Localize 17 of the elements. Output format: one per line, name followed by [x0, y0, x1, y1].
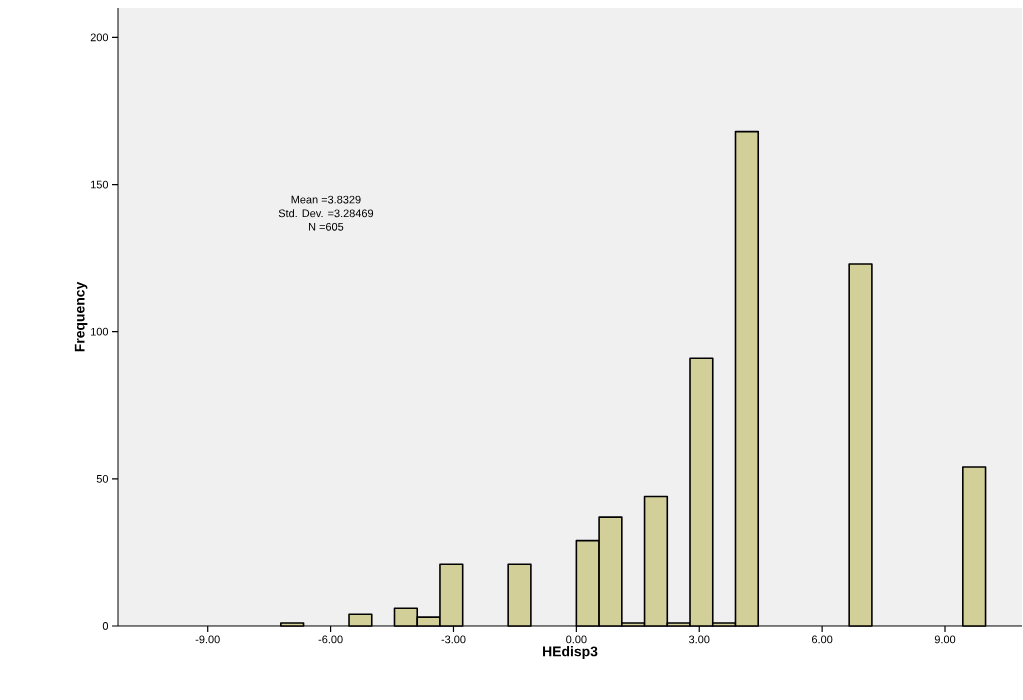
y-tick-label: 50 — [96, 474, 109, 483]
x-tick-label: -6.00 — [318, 635, 343, 644]
x-tick-label: 3.00 — [689, 635, 710, 644]
annotation: Mean =3.8329 — [291, 195, 361, 204]
x-tick-label: 0.00 — [566, 635, 587, 644]
y-tick-label: 200 — [90, 33, 109, 42]
annotation: Std. Dev. =3.28469 — [278, 209, 374, 218]
x-tick-label: -3.00 — [441, 635, 466, 644]
x-axis-title: HEdisp3 — [543, 646, 598, 660]
y-tick-label: 100 — [91, 327, 109, 336]
annotation: N =605 — [309, 222, 344, 231]
y-tick-label: 0 — [102, 622, 109, 630]
y-axis-title: Frequency — [74, 281, 88, 352]
x-tick-label: 9.00 — [934, 635, 956, 644]
y-tick-label: 150 — [91, 180, 109, 189]
x-tick-label: 6.00 — [812, 635, 833, 644]
x-tick-label: -9.00 — [195, 635, 220, 644]
